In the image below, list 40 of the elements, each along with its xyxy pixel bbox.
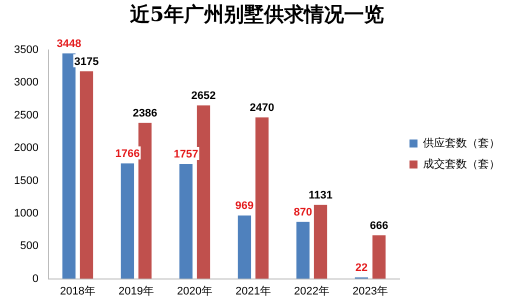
bar [62, 53, 76, 279]
chart-title: 近5年广州别墅供求情况一览 [129, 2, 384, 26]
bar [238, 215, 252, 279]
data-label: 1757 [174, 148, 198, 160]
data-label: 3448 [56, 38, 82, 50]
legend-label: 供应套数（套） [423, 136, 500, 150]
y-tick-label: 1000 [14, 207, 38, 220]
y-tick-label: 3500 [14, 44, 38, 56]
data-label: 2386 [132, 107, 158, 120]
data-label: 2652 [191, 90, 216, 102]
bar [179, 164, 193, 279]
data-label: 1131 [308, 189, 332, 202]
bar [138, 122, 152, 279]
bar [196, 105, 210, 279]
legend-label: 成交套数（套） [423, 157, 500, 170]
y-tick-label: 3000 [14, 76, 38, 89]
data-label: 969 [235, 200, 254, 212]
data-label: 666 [370, 220, 388, 232]
x-tick-label: 2023年 [352, 285, 388, 298]
bar [372, 235, 386, 279]
bar [120, 163, 134, 279]
data-label: 1766 [115, 148, 140, 160]
x-tick-label: 2018年 [60, 285, 96, 298]
y-tick-label: 0 [32, 272, 38, 285]
y-tick-label: 1500 [14, 174, 38, 187]
bar [255, 117, 269, 279]
bar [80, 71, 94, 279]
bar [314, 204, 328, 279]
y-tick-label: 500 [20, 240, 38, 252]
y-tick-label: 2500 [14, 109, 38, 122]
data-label: 22 [355, 262, 368, 274]
x-tick-label: 2020年 [176, 285, 212, 298]
bar [296, 222, 310, 279]
x-tick-label: 2021年 [235, 285, 271, 298]
x-tick-label: 2022年 [294, 285, 330, 298]
y-tick-label: 2000 [14, 142, 38, 154]
data-label: 3175 [74, 56, 99, 68]
data-label: 2470 [250, 102, 274, 114]
x-tick-label: 2019年 [118, 285, 154, 298]
data-label: 870 [294, 206, 312, 218]
